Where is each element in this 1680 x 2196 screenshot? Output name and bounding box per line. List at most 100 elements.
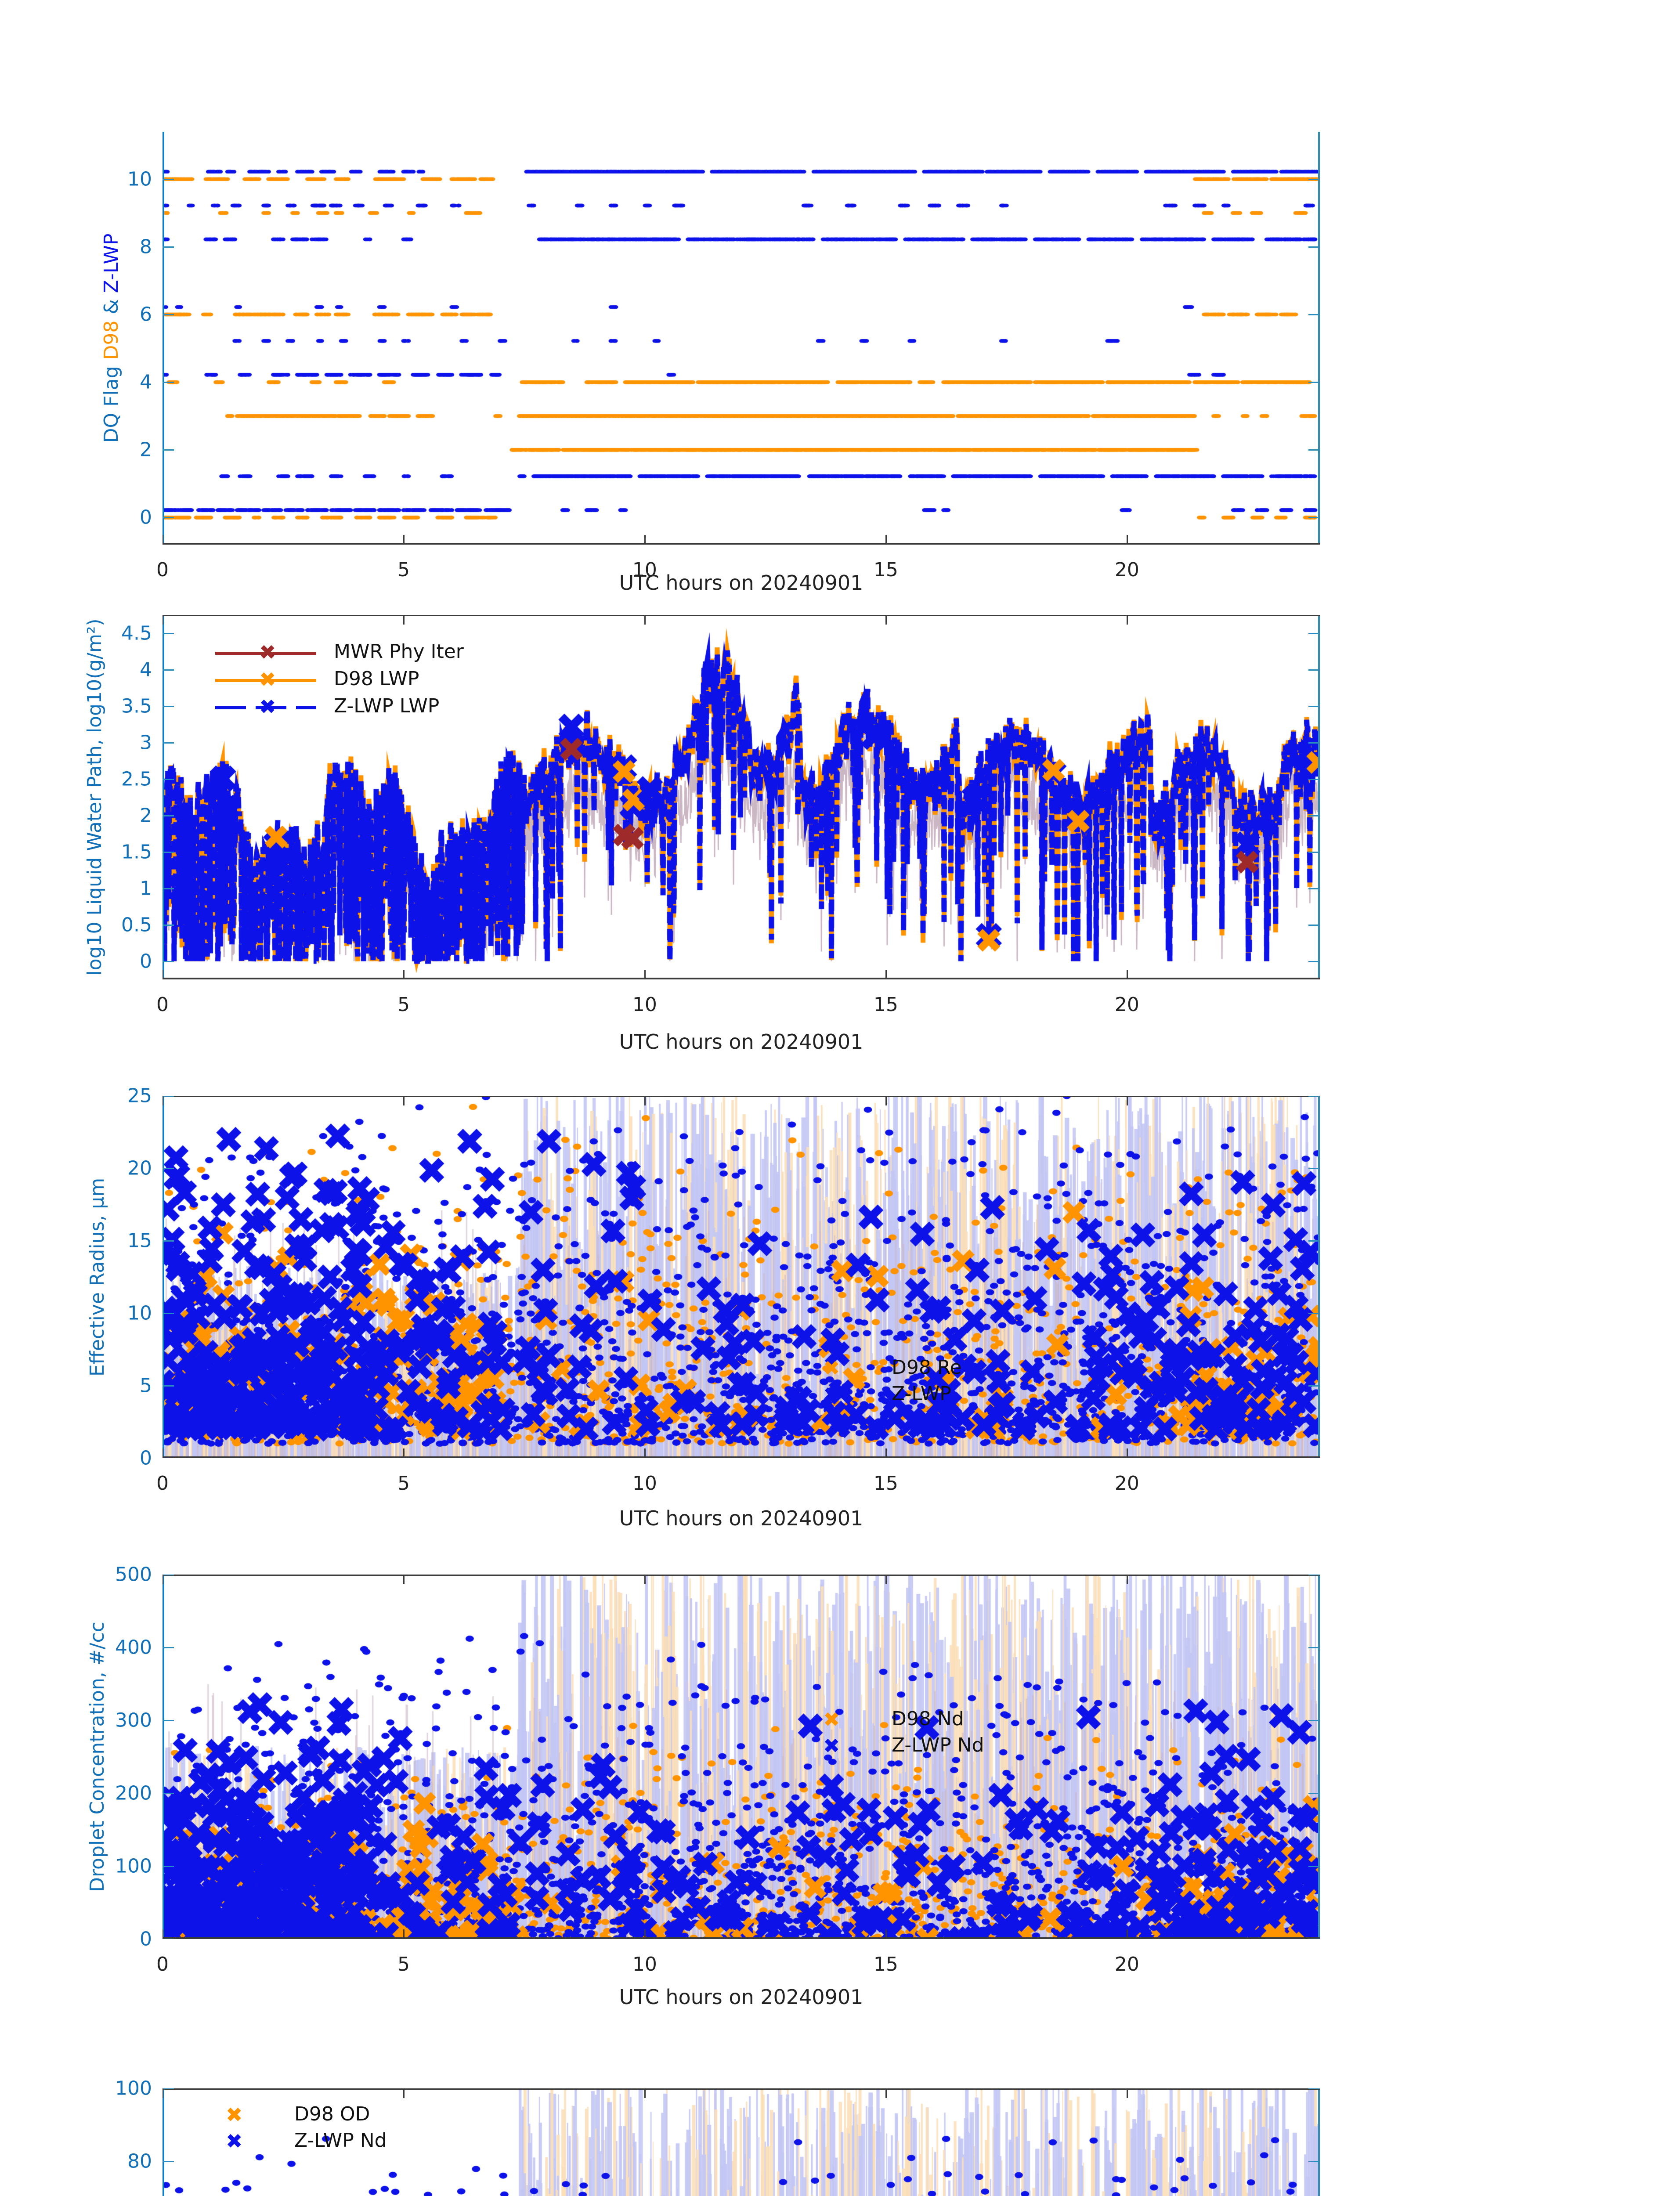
panel-od-legend-label-0: D98 OD bbox=[294, 2103, 370, 2125]
panel-reff-xtick-2 bbox=[644, 1448, 646, 1458]
panel-reff-legend-item-0: ✖ D98 Re bbox=[813, 1356, 1208, 1383]
panel-nd-y-axis-right-spine bbox=[1318, 1575, 1320, 1939]
panel-nd-x-axis-top-spine bbox=[163, 1575, 1320, 1576]
panel-lwp-ytick-6 bbox=[163, 742, 174, 744]
panel-nd-x-axis-title: UTC hours on 20240901 bbox=[619, 1985, 863, 2009]
panel-nd-ytick-label-1: 100 bbox=[115, 1855, 152, 1878]
panel-dq-flag-ytick-label-5: 10 bbox=[127, 168, 152, 191]
panel-dq-flag-ytick-right-4 bbox=[1308, 246, 1320, 248]
panel-lwp-ytick-right-6 bbox=[1308, 742, 1320, 744]
panel-dq-flag-ytick-right-3 bbox=[1308, 314, 1320, 316]
panel-lwp-ytick-5 bbox=[163, 778, 174, 780]
panel-lwp-x-axis-top-spine bbox=[163, 615, 1320, 616]
panel-lwp-data-canvas bbox=[163, 615, 1320, 979]
panel-dq-flag-ytick-label-1: 2 bbox=[140, 438, 152, 461]
panel-nd-ytick-2 bbox=[163, 1793, 174, 1794]
panel-lwp-ytick-label-6: 3 bbox=[140, 731, 152, 754]
panel-dq-flag-xtick-label-0: 0 bbox=[156, 559, 169, 581]
panel-lwp-xtick-top-1 bbox=[403, 615, 405, 625]
panel-lwp-xtick-1 bbox=[403, 970, 405, 979]
panel-dq-flag-ytick-3 bbox=[163, 314, 174, 316]
panel-dq-flag-x-axis-title: UTC hours on 20240901 bbox=[619, 571, 863, 595]
panel-reff-ytick-2 bbox=[163, 1313, 174, 1314]
panel-nd-xtick-label-1: 5 bbox=[397, 1953, 410, 1976]
panel-reff-xtick-label-4: 20 bbox=[1114, 1472, 1139, 1495]
panel-dq-flag-data-canvas bbox=[163, 132, 1320, 545]
panel-od-legend: ✖ D98 OD ✖ Z-LWP Nd bbox=[215, 2103, 611, 2156]
panel-nd-legend: ✖ D98 Nd ✖ Z-LWP Nd bbox=[813, 1708, 1208, 1761]
panel-lwp-xtick-label-2: 10 bbox=[632, 993, 657, 1016]
panel-lwp-legend-marker-1: ✖ bbox=[259, 668, 276, 691]
panel-reff-xtick-3 bbox=[885, 1448, 887, 1458]
panel-dq-flag-ytick-label-0: 0 bbox=[140, 506, 152, 529]
panel-reff-y-axis-right-spine bbox=[1318, 1096, 1320, 1458]
panel-reff-xtick-top-3 bbox=[885, 1096, 887, 1105]
panel-lwp-ytick-label-0: 0 bbox=[140, 950, 152, 972]
panel-lwp-xtick-4 bbox=[1126, 970, 1128, 979]
panel-nd-xtick-top-4 bbox=[1126, 1575, 1128, 1584]
panel-reff-xtick-label-0: 0 bbox=[156, 1472, 169, 1495]
panel-dq-flag-ytick-2 bbox=[163, 382, 174, 383]
panel-nd-data-canvas bbox=[163, 1575, 1320, 1939]
panel-reff-xtick-4 bbox=[1126, 1448, 1128, 1458]
panel-nd-xtick-label-3: 15 bbox=[873, 1953, 898, 1976]
panel-lwp-ytick-label-2: 1 bbox=[140, 877, 152, 899]
panel-nd-ytick-right-3 bbox=[1308, 1720, 1320, 1721]
panel-dq-flag-ytick-right-1 bbox=[1308, 449, 1320, 451]
panel-nd-ytick-label-4: 400 bbox=[115, 1636, 152, 1659]
panel-reff-ytick-right-5 bbox=[1308, 1096, 1320, 1097]
panel-nd-xtick-label-4: 20 bbox=[1114, 1953, 1139, 1976]
panel-dq-flag-xtick-label-4: 20 bbox=[1114, 559, 1139, 581]
panel-nd-legend-marker-1: ✖ bbox=[823, 1734, 840, 1758]
panel-od-ytick-label-5: 100 bbox=[115, 2077, 152, 2100]
panel-lwp-ytick-3 bbox=[163, 851, 174, 853]
panel-lwp-xtick-2 bbox=[644, 970, 646, 979]
panel-dq-flag-ytick-label-2: 4 bbox=[140, 371, 152, 394]
panel-lwp-x-axis-spine bbox=[163, 978, 1320, 979]
panel-dq-flag-ytick-1 bbox=[163, 449, 174, 451]
panel-lwp-ytick-4 bbox=[163, 815, 174, 816]
panel-lwp-ytick-8 bbox=[163, 669, 174, 671]
panel-nd-xtick-4 bbox=[1126, 1929, 1128, 1939]
panel-lwp-ytick-right-7 bbox=[1308, 705, 1320, 707]
panel-reff-legend-marker-1: ✖ bbox=[823, 1383, 840, 1406]
panel-nd-xtick-1 bbox=[403, 1929, 405, 1939]
panel-lwp-legend-label-2: Z-LWP LWP bbox=[334, 695, 440, 717]
panel-dq-flag-xtick-2 bbox=[644, 535, 646, 545]
panel-reff-ytick-3 bbox=[163, 1240, 174, 1242]
panel-nd-xtick-top-1 bbox=[403, 1575, 405, 1584]
panel-nd-legend-label-0: D98 Nd bbox=[892, 1708, 964, 1730]
panel-dq-flag-xtick-label-3: 15 bbox=[873, 559, 898, 581]
panel-lwp-ytick-right-4 bbox=[1308, 815, 1320, 816]
panel-dq-flag-xtick-4 bbox=[1126, 535, 1128, 545]
panel-od-ytick-right-4 bbox=[1308, 2161, 1320, 2162]
panel-nd-ytick-right-2 bbox=[1308, 1793, 1320, 1794]
panel-lwp-legend-label-1: D98 LWP bbox=[334, 668, 419, 690]
panel-lwp-legend: ✖ MWR Phy Iter ✖ D98 LWP ✖ Z-LWP LWP bbox=[215, 640, 611, 723]
panel-lwp-xtick-label-4: 20 bbox=[1114, 993, 1139, 1016]
panel-dq-flag-ytick-4 bbox=[163, 246, 174, 248]
panel-lwp-ytick-label-9: 4.5 bbox=[121, 622, 152, 644]
panel-nd-xtick-label-2: 10 bbox=[632, 1953, 657, 1976]
panel-od-xtick-top-1 bbox=[403, 2088, 405, 2098]
panel-nd-ytick-label-3: 300 bbox=[115, 1709, 152, 1732]
panel-dq-flag-y-axis-right-spine bbox=[1318, 132, 1320, 545]
panel-od-ytick-label-4: 80 bbox=[127, 2150, 152, 2173]
panel-lwp-legend-marker-2: ✖ bbox=[259, 695, 276, 719]
panel-nd-legend-label-1: Z-LWP Nd bbox=[892, 1734, 984, 1756]
panel-reff-data-canvas bbox=[163, 1096, 1320, 1458]
panel-nd-xtick-top-2 bbox=[644, 1575, 646, 1584]
panel-lwp-ytick-right-8 bbox=[1308, 669, 1320, 671]
panel-reff-legend-label-0: D98 Re bbox=[892, 1356, 962, 1379]
panel-od-ytick-right-5 bbox=[1308, 2088, 1320, 2089]
panel-od-plot-area bbox=[163, 2088, 1320, 2196]
panel-reff-ytick-4 bbox=[163, 1168, 174, 1169]
panel-lwp-plot-area bbox=[163, 615, 1320, 979]
panel-od-legend-item-0: ✖ D98 OD bbox=[215, 2103, 611, 2130]
panel-nd-ytick-3 bbox=[163, 1720, 174, 1721]
